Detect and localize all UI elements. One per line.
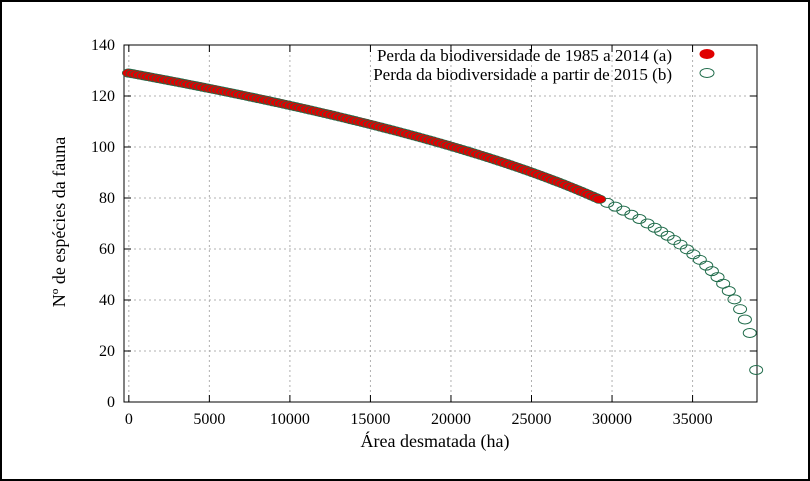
series-b-point	[749, 365, 764, 376]
legend-marker-series-a	[699, 49, 715, 59]
y-tick-label: 60	[99, 241, 115, 258]
grid-lines	[124, 45, 757, 402]
plot-area	[123, 44, 758, 403]
y-tick-label: 40	[99, 292, 115, 309]
series-b-point	[692, 254, 707, 265]
legend: Perda da biodiversidade de 1985 a 2014 (…	[373, 46, 715, 84]
series-b-point	[727, 294, 742, 305]
x-tick-label: 25000	[512, 411, 552, 428]
x-axis-ticks: 0 5000 10000 15000 20000 25000 30000 35000	[125, 45, 713, 428]
y-tick-label: 20	[99, 343, 115, 360]
series-a-point	[592, 194, 607, 204]
y-tick-label: 140	[91, 37, 115, 54]
legend-marker-series-b	[699, 68, 715, 78]
x-tick-label: 15000	[350, 411, 390, 428]
series-b-point	[742, 327, 757, 338]
series-a-points	[121, 68, 607, 204]
series-b-point	[721, 286, 736, 296]
legend-label-series-b: Perda da biodiversidade a partir de 2015…	[373, 65, 672, 84]
x-tick-label: 20000	[431, 411, 471, 428]
series-b-points	[600, 197, 764, 376]
series-b-point	[699, 260, 714, 271]
y-axis-label: Nº de espécies da fauna	[49, 137, 69, 308]
series-b-point	[737, 314, 752, 325]
y-tick-label: 80	[99, 190, 115, 207]
plot-border	[123, 44, 758, 403]
legend-label-series-a: Perda da biodiversidade de 1985 a 2014 (…	[377, 46, 672, 65]
x-axis-label: Área desmatada (ha)	[361, 430, 510, 452]
x-tick-label: 0	[125, 411, 133, 428]
x-tick-label: 10000	[270, 411, 310, 428]
x-tick-label: 30000	[592, 411, 632, 428]
y-axis-ticks: 0 20 40 60 80 100 120 140	[91, 37, 757, 411]
y-tick-label: 120	[91, 88, 115, 105]
series-b-point	[733, 304, 748, 315]
x-tick-label: 35000	[673, 411, 713, 428]
y-tick-label: 0	[107, 394, 115, 411]
x-tick-label: 5000	[193, 411, 225, 428]
y-tick-label: 100	[91, 139, 115, 156]
